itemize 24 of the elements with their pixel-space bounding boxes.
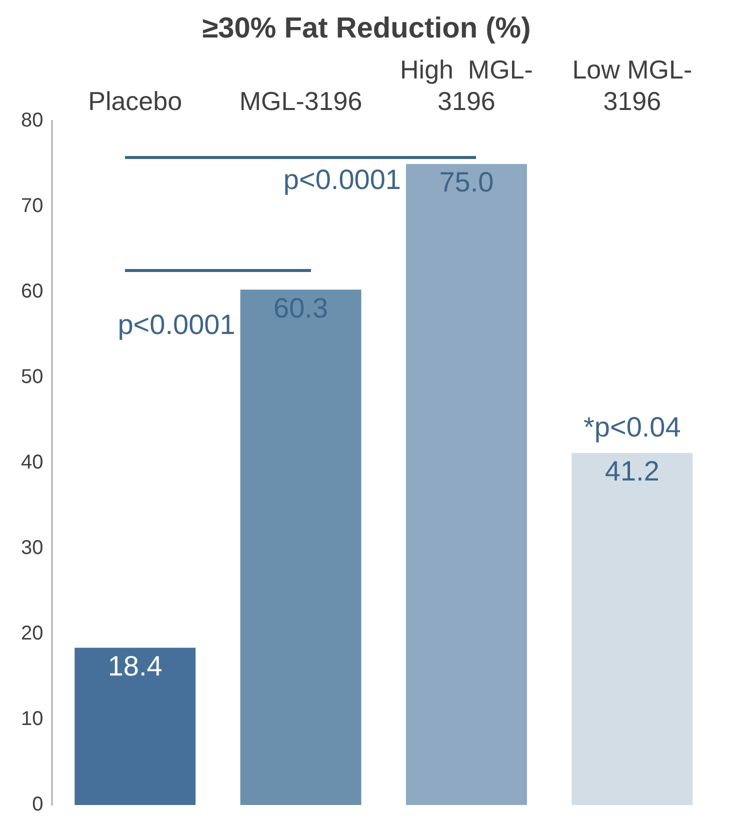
- data-label: 18.4: [108, 650, 162, 682]
- y-tick-label: 10: [20, 708, 44, 730]
- annotation: p<0.0001: [118, 309, 236, 340]
- bar: [572, 452, 693, 805]
- y-tick-label: 70: [20, 195, 44, 218]
- y-tick-label: 60: [20, 280, 44, 303]
- annotation: p<0.0001: [283, 164, 401, 195]
- x-tick-label: High MGL-3196: [400, 54, 533, 116]
- y-tick-label: 0: [32, 794, 44, 816]
- x-tick-label: Low MGL-3196: [572, 54, 692, 116]
- data-label: 75.0: [439, 166, 494, 198]
- bar: [240, 290, 362, 805]
- chart-title: ≥30% Fat Reduction (%): [202, 12, 531, 44]
- annotation: *p<0.04: [583, 412, 681, 443]
- x-tick-label: MGL-3196: [239, 86, 362, 116]
- x-tick-label: Placebo: [88, 86, 182, 116]
- bar: [406, 164, 527, 805]
- bar: [74, 648, 196, 805]
- y-tick-label: 30: [20, 537, 44, 560]
- y-tick-label: 80: [20, 110, 44, 132]
- y-tick-label: 40: [20, 452, 44, 474]
- y-tick-label: 50: [20, 366, 44, 388]
- y-tick-label: 20: [20, 622, 44, 645]
- data-label: 41.2: [604, 456, 660, 487]
